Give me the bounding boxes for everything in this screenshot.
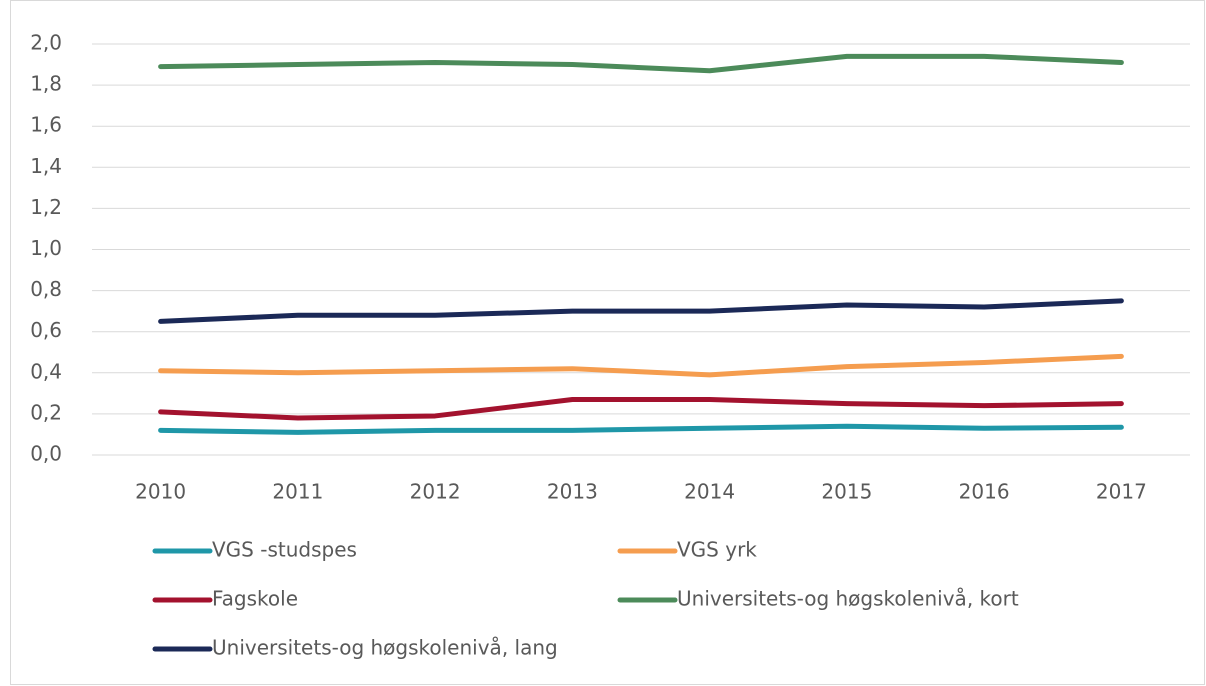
x-tick-label: 2016 <box>959 480 1010 504</box>
y-tick-label: 1,0 <box>30 236 62 260</box>
y-tick-label: 0,0 <box>30 442 62 466</box>
x-tick-label: 2010 <box>135 480 186 504</box>
x-tick-label: 2014 <box>684 480 735 504</box>
x-tick-label: 2012 <box>410 480 461 504</box>
x-tick-label: 2017 <box>1096 480 1147 504</box>
y-tick-label: 0,2 <box>30 400 62 424</box>
series-line <box>158 298 1124 324</box>
series-line <box>158 353 1124 378</box>
x-tick-label: 2013 <box>547 480 598 504</box>
series-line <box>158 53 1124 74</box>
legend-label: Universitets-og høgskolenivå, lang <box>212 636 558 660</box>
legend-label: VGS yrk <box>677 538 757 562</box>
y-tick-label: 0,4 <box>30 359 62 383</box>
y-tick-label: 1,8 <box>30 72 62 96</box>
y-tick-label: 2,0 <box>30 31 62 55</box>
legend-label: VGS -studspes <box>212 538 357 562</box>
y-tick-label: 1,4 <box>30 154 62 178</box>
series-line <box>158 423 1124 435</box>
chart-border <box>10 0 1205 685</box>
y-tick-label: 1,2 <box>30 195 62 219</box>
legend-label: Fagskole <box>212 587 298 611</box>
legend-label: Universitets-og høgskolenivå, kort <box>677 587 1019 611</box>
y-tick-label: 1,6 <box>30 113 62 137</box>
y-tick-label: 0,6 <box>30 318 62 342</box>
x-tick-label: 2011 <box>272 480 323 504</box>
x-tick-label: 2015 <box>821 480 872 504</box>
y-tick-label: 0,8 <box>30 277 62 301</box>
series-line <box>158 397 1124 421</box>
